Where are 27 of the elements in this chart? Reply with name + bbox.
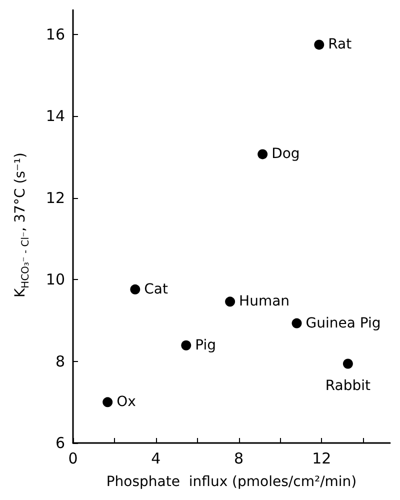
- y-tick-label: 12: [46, 188, 65, 207]
- point: [130, 284, 140, 294]
- point: [258, 149, 268, 160]
- annotation: Guinea Pig: [306, 315, 381, 332]
- x-axis-title: Phosphate influx (pmoles/cm²/min): [106, 474, 357, 490]
- point: [314, 40, 324, 50]
- annotation: Human: [239, 294, 290, 310]
- annotation: Rabbit: [325, 378, 372, 394]
- y-tick-label: 8: [55, 352, 65, 370]
- y-tick-label: 6: [55, 434, 65, 452]
- x-tick-label: 8: [234, 450, 244, 468]
- point: [102, 397, 113, 408]
- point: [181, 340, 192, 350]
- y-tick-label: 10: [46, 270, 65, 289]
- annotation: Ox: [116, 394, 136, 410]
- annotation: Dog: [272, 146, 300, 162]
- point: [292, 318, 302, 328]
- point: [342, 358, 353, 369]
- annotation: Pig: [195, 337, 216, 354]
- annotation: Rat: [328, 36, 352, 53]
- y-tick-label: 14: [46, 107, 65, 126]
- x-tick-label: 12: [312, 450, 332, 468]
- annotation: Cat: [144, 281, 169, 298]
- y-tick-label: 16: [46, 26, 65, 44]
- point: [225, 296, 236, 307]
- x-tick-label: 4: [151, 450, 161, 468]
- x-tick-label: 0: [68, 450, 78, 468]
